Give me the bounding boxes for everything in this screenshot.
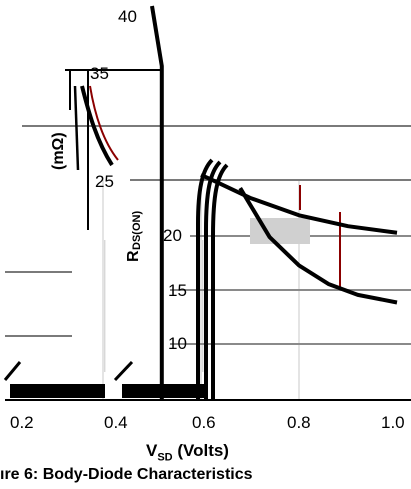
- bar-fragment: [10, 384, 105, 398]
- y-tick-label: 35: [90, 64, 109, 83]
- y-tick-label: 15: [168, 281, 187, 300]
- y-tick-label: 10: [168, 334, 187, 353]
- y-axis-label-symbol: R: [125, 250, 142, 262]
- y-tick-label: 25: [95, 172, 114, 191]
- x-axis-label-main: V: [146, 441, 158, 460]
- curve-fragment: [73, 85, 80, 171]
- x-tick-labels: 0.2 0.4 0.6 0.8 1.0: [10, 413, 405, 432]
- x-tick-label: 0.8: [287, 413, 311, 432]
- series-line: [204, 160, 222, 400]
- series-layer: [150, 5, 398, 400]
- curve-fragment: [89, 85, 119, 161]
- series-line: [238, 187, 398, 305]
- y-axis-label-subscript: DS(ON): [131, 211, 143, 250]
- x-axis-label-sub: SD: [157, 451, 173, 464]
- x-tick-label: 1.0: [381, 413, 405, 432]
- y-axis-label-unit: (mΩ): [50, 132, 67, 170]
- series-line: [196, 158, 214, 400]
- x-tick-label: 0.2: [10, 413, 34, 432]
- x-tick-label: 0.4: [104, 413, 128, 432]
- y-axis-label: (mΩ) RDS(ON): [50, 132, 143, 262]
- series-line: [200, 173, 398, 235]
- curve-fragment: [80, 85, 114, 167]
- series-line: [211, 163, 229, 400]
- y-tick-label: 20: [163, 226, 182, 245]
- x-axis-label-rest: (Volts): [172, 441, 229, 460]
- x-axis-label: VSD (Volts): [146, 441, 229, 463]
- series-line: [150, 5, 164, 400]
- figure-caption: ıre 6: Body-Diode Characteristics: [0, 466, 253, 483]
- y-tick-label: 40: [118, 7, 137, 26]
- y-tick-labels: 40 35 25 20 15 10: [90, 7, 187, 353]
- curve-fragment: [113, 360, 134, 382]
- curve-fragment: [3, 361, 22, 381]
- x-tick-label: 0.6: [192, 413, 216, 432]
